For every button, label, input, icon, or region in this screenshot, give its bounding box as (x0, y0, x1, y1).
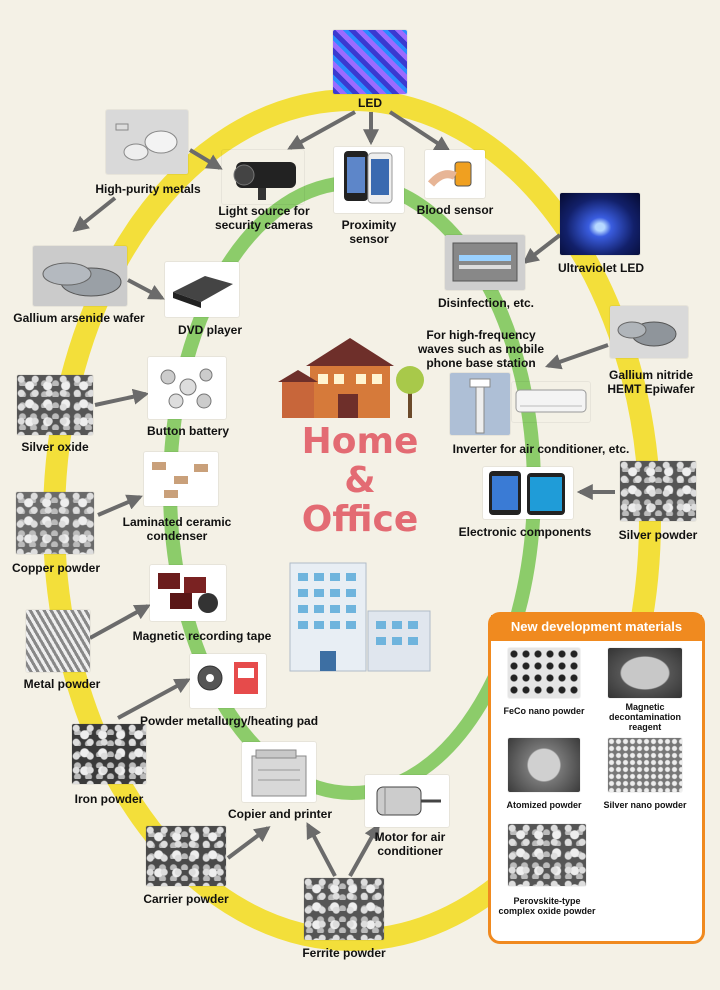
motor-image (365, 775, 449, 827)
led-label: LED (358, 96, 382, 110)
center-title-line3: Office (301, 499, 419, 540)
perovskite-label: Perovskite-type complex oxide powder (498, 896, 596, 916)
copier-image (242, 742, 316, 802)
air-conditioner-image (512, 382, 590, 422)
smartphones-image (334, 147, 404, 213)
arrow-wafer-dvd (127, 278, 165, 300)
iron-powder-label: Iron powder (74, 792, 144, 806)
copier-printer-label: Copier and printer (227, 807, 332, 821)
disinfection-label: Disinfection, etc. (437, 296, 535, 310)
dvd-player-image (165, 262, 239, 317)
high-frequency-label: For high-frequency waves such as mobile … (417, 328, 545, 370)
mobile-devices-image (483, 467, 573, 519)
center-title: Home & Office (240, 422, 480, 539)
button-battery-label: Button battery (147, 424, 229, 438)
proximity-sensor-label: Proximity sensor (341, 218, 397, 246)
inverter-label: Inverter for air conditioner, etc. (452, 442, 630, 456)
high-purity-metals-label: High-purity metals (95, 182, 201, 196)
metal-powder-label: Metal powder (23, 677, 101, 691)
disinfection-device-image (445, 235, 525, 290)
copper-powder-image (16, 492, 94, 554)
arrows (72, 110, 615, 877)
metal-powder-image (26, 610, 90, 672)
dvd-player-label: DVD player (178, 323, 243, 337)
arrow-led-camera (287, 110, 356, 150)
base-station-image (450, 373, 510, 435)
electronic-components-label: Electronic components (458, 525, 592, 539)
magnetic-tape-image (150, 565, 226, 621)
arrow-gan-inverter (544, 343, 609, 370)
gallium-nitride-image (610, 306, 688, 358)
magnetic-tape-label: Magnetic recording tape (132, 629, 272, 643)
atomized-powder-image (508, 738, 580, 792)
house-illustration (276, 336, 436, 424)
ferrite-powder-image (304, 878, 384, 940)
office-building-illustration (286, 555, 436, 675)
feco-nano-label: FeCo nano powder (503, 706, 585, 716)
carrier-powder-image (146, 826, 226, 886)
arrow-led-blood (388, 110, 451, 152)
silver-nano-label: Silver nano powder (603, 800, 687, 810)
decontamination-label: Magnetic decontamination reagent (608, 702, 681, 732)
panel-title: New development materials (491, 615, 702, 641)
arrow-metals-camera (188, 148, 223, 170)
light-source-label: Light source for security cameras (214, 204, 314, 232)
arrow-ferrite-copier (306, 822, 337, 877)
motor-label: Motor for air conditioner (374, 830, 446, 858)
gallium-arsenide-wafer-label: Gallium arsenide wafer (13, 311, 145, 325)
powder-metallurgy-label: Powder metallurgy/heating pad (140, 714, 319, 728)
center-title-line2: & (344, 460, 376, 501)
gallium-arsenide-wafer-image (33, 246, 127, 306)
ferrite-powder-label: Ferrite powder (302, 946, 386, 960)
iron-powder-image (72, 724, 146, 784)
arrow-copper-condenser (97, 494, 143, 517)
copper-powder-label: Copper powder (11, 561, 100, 575)
center-title-line1: Home (301, 421, 419, 462)
ceramic-condenser-label: Laminated ceramic condenser (122, 515, 232, 543)
ceramic-condenser-image (144, 452, 218, 506)
silver-oxide-label: Silver oxide (21, 440, 89, 454)
perovskite-image (508, 824, 586, 886)
led-image (333, 30, 407, 94)
arrow-carrier-copier (226, 826, 271, 860)
gallium-nitride-label: Gallium nitride HEMT Epiwafer (607, 368, 695, 396)
blood-sensor-image (425, 150, 485, 198)
silver-nano-image (608, 738, 682, 792)
atomized-powder-label: Atomized powder (506, 800, 582, 810)
blood-sensor-label: Blood sensor (416, 203, 494, 217)
silver-powder-image (620, 461, 696, 521)
ultraviolet-led-label: Ultraviolet LED (557, 261, 644, 275)
security-camera-image (222, 150, 304, 204)
arrow-uv-disinfection (522, 233, 562, 264)
carrier-powder-label: Carrier powder (143, 892, 229, 906)
powder-metallurgy-image (190, 654, 266, 708)
button-battery-image (148, 357, 226, 419)
arrow-metals-wafer (72, 196, 117, 232)
silver-powder-label: Silver powder (618, 528, 698, 542)
high-purity-metals-image (106, 110, 188, 174)
silver-oxide-image (17, 375, 93, 435)
ultraviolet-led-image (560, 193, 640, 255)
arrow-metal-tape (89, 604, 151, 640)
arrow-ferrite-motor (348, 823, 380, 877)
decontamination-image (608, 648, 682, 698)
feco-nano-image (508, 648, 580, 698)
arrow-silveroxide-battery (94, 388, 150, 407)
arrow-iron-pm (117, 678, 191, 720)
